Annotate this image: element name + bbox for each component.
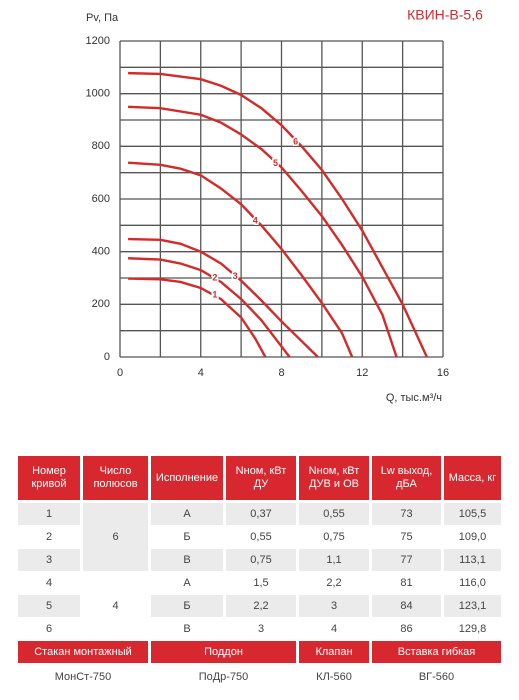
table-cell: 0,75 — [226, 549, 296, 571]
table-cell: 4 — [299, 618, 369, 640]
header-cell: Nном, кВт ДУ — [226, 456, 296, 500]
table-cell: 84 — [372, 595, 441, 617]
y-tick-label: 1000 — [86, 88, 110, 100]
curve-label: 4 — [253, 216, 258, 226]
table-cell: А — [151, 503, 223, 525]
table-cell: 0,75 — [299, 526, 369, 548]
header-cell: Число полюсов — [83, 456, 148, 500]
x-tick-label: 0 — [117, 367, 123, 379]
table-cell: 2 — [18, 526, 80, 548]
header-cell: Стакан монтажный — [18, 641, 148, 663]
curve-label: 2 — [212, 272, 217, 282]
table-cell: КЛ-560 — [299, 665, 369, 689]
table-cell: 113,1 — [444, 549, 501, 571]
table-cell: 81 — [372, 572, 441, 594]
x-tick-label: 16 — [437, 367, 449, 379]
table-cell: 4 — [18, 572, 80, 594]
table-cell: 1 — [18, 503, 80, 525]
chart: КВИН-В-5,6 Pv, Па Q, тыс.м³/ч 0 4 8 12 16020… — [86, 7, 484, 404]
table-cell: 5 — [18, 595, 80, 617]
table-cell: 3 — [18, 549, 80, 571]
header-cell: Масса, кг — [444, 456, 501, 500]
table-cell: 2,2 — [226, 595, 296, 617]
table-cell: 116,0 — [444, 572, 501, 594]
table-cell: 109,0 — [444, 526, 501, 548]
header-cell: Номер кривой — [18, 456, 80, 500]
table-cell: 129,8 — [444, 618, 501, 640]
table-cell: 3 — [226, 618, 296, 640]
curve — [128, 237, 319, 358]
x-axis-label: Q, тыс.м³/ч — [386, 392, 442, 404]
table-cell: 0,37 — [226, 503, 296, 525]
table-cell: В — [151, 549, 223, 571]
table-cell: 1,5 — [226, 572, 296, 594]
curve — [128, 257, 291, 358]
x-tick-label: 12 — [356, 367, 368, 379]
curve — [128, 105, 398, 358]
table-cell: 86 — [372, 618, 441, 640]
curve-label: 1 — [212, 289, 217, 299]
table-cell: Б — [151, 526, 223, 548]
table-cell: 4 — [83, 572, 148, 640]
y-tick-label: 400 — [92, 246, 110, 258]
table-cell: 6 — [18, 618, 80, 640]
x-tick-label: 4 — [198, 367, 204, 379]
header-cell: Вставка гибкая — [372, 641, 501, 663]
y-tick-label: 1200 — [86, 35, 110, 47]
curve-label: 5 — [273, 158, 278, 168]
curve-label: 6 — [293, 137, 298, 147]
header-cell: Клапан — [299, 641, 369, 663]
table-cell: ПоДр-750 — [151, 665, 296, 689]
table-cell: А — [151, 572, 223, 594]
table-cell: 105,5 — [444, 503, 501, 525]
y-tick-label: 0 — [104, 351, 110, 363]
curve — [128, 277, 267, 358]
curve — [127, 161, 354, 358]
table-cell: 0,55 — [299, 503, 369, 525]
table-cell: Б — [151, 595, 223, 617]
table-cell: 0,55 — [226, 526, 296, 548]
table-cell: ВГ-560 — [372, 665, 501, 689]
table-cell: 123,1 — [444, 595, 501, 617]
curve — [128, 71, 428, 358]
header-cell: Поддон — [151, 641, 296, 663]
table-cell: 2,2 — [299, 572, 369, 594]
table-cell: МонСт-750 — [18, 665, 148, 689]
table-cell: 6 — [83, 503, 148, 571]
header-cell: Исполнение — [151, 456, 223, 500]
header-cell: Lw выход, дБА — [372, 456, 441, 500]
y-axis-label: Pv, Па — [86, 12, 119, 24]
table-cell: 1,1 — [299, 549, 369, 571]
y-tick-label: 600 — [92, 193, 110, 205]
table-cell: В — [151, 618, 223, 640]
header-cell: Nном, кВт ДУВ и ОВ — [299, 456, 369, 500]
y-tick-label: 800 — [92, 140, 110, 152]
table-cell: 73 — [372, 503, 441, 525]
y-tick-label: 200 — [92, 298, 110, 310]
table-cell: 3 — [299, 595, 369, 617]
chart-title: КВИН-В-5,6 — [407, 7, 483, 23]
x-tick-label: 8 — [278, 367, 284, 379]
curve-label: 3 — [233, 271, 238, 281]
table-cell: 75 — [372, 526, 441, 548]
table-cell: 77 — [372, 549, 441, 571]
